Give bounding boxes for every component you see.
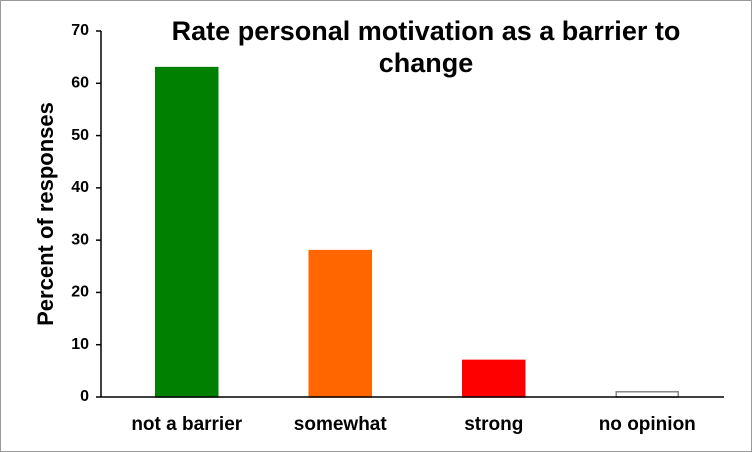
x-tick-label: somewhat xyxy=(294,414,388,435)
x-tick-label: not a barrier xyxy=(131,414,242,435)
y-tick-label: 0 xyxy=(80,388,89,405)
y-tick-label: 70 xyxy=(71,22,89,39)
bar xyxy=(615,391,679,398)
x-tick-label: strong xyxy=(464,414,523,435)
bar xyxy=(308,249,372,398)
bar xyxy=(155,66,219,398)
y-tick-label: 10 xyxy=(71,336,89,353)
y-tick-label: 30 xyxy=(71,231,89,248)
x-tick-label: no opinion xyxy=(599,414,696,435)
bar xyxy=(462,359,526,398)
y-tick-label: 40 xyxy=(71,179,89,196)
y-axis-label: Percent of responses xyxy=(33,102,58,326)
y-tick-label: 60 xyxy=(71,75,89,92)
y-tick-label: 20 xyxy=(71,284,89,301)
chart-title: Rate personal motivation as a barrier to… xyxy=(171,16,681,78)
y-tick-label: 50 xyxy=(71,127,89,144)
